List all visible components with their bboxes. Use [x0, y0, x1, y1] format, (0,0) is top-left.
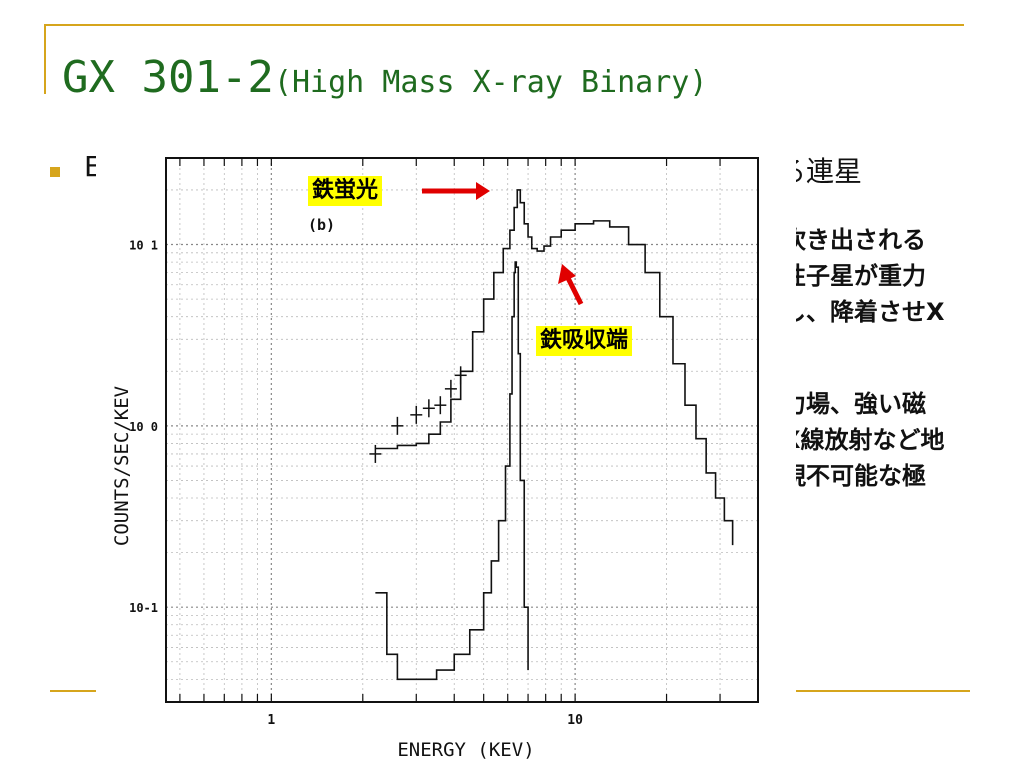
fe-fluorescence-arrow — [422, 182, 490, 200]
panel-label: (b) — [308, 216, 335, 234]
spectrum-plot-image: 1 10 10 1 10 0 10-1 (b) COUNTS/SEC/KEV ENERG… — [96, 146, 796, 768]
data-point — [391, 416, 404, 435]
side-text-line-7: 現不可能な極 — [782, 462, 926, 490]
y-axis-label: COUNTS/SEC/KEV — [111, 386, 133, 546]
side-text-line-2: 性子星が重力 — [782, 262, 926, 290]
data-point — [410, 405, 423, 424]
side-text-line-5: 力場、強い磁 — [782, 390, 926, 418]
series-iron_line_component — [375, 261, 529, 681]
x-tick-label: 1 — [267, 713, 275, 728]
y-tick-label: 10 1 — [129, 239, 158, 253]
y-tick-label: 10-1 — [129, 601, 158, 615]
data-point — [444, 379, 457, 398]
data-point — [422, 399, 435, 418]
page-title: GX 301-2(High Mass X-ray Binary) — [62, 48, 707, 113]
fe-edge-arrow — [558, 264, 584, 306]
data-point — [454, 366, 467, 385]
series-model_total — [375, 189, 734, 546]
title-left-rule — [44, 24, 46, 94]
y-tick-label: 10 0 — [129, 420, 158, 434]
title-paren: (High Mass X-ray Binary) — [273, 65, 708, 100]
side-text-line-1: 吹き出される — [782, 226, 926, 254]
title-main: GX 301-2 — [62, 52, 274, 103]
side-text-line-3: し、降着させX — [782, 298, 945, 326]
title-top-rule — [44, 24, 964, 26]
spectrum-chart: 1 10 10 1 10 0 10-1 (b) COUNTS/SEC/KEV ENERG… — [111, 157, 759, 761]
fe-absorption-edge-label: 鉄吸収端 — [536, 326, 633, 356]
plot-frame — [165, 157, 759, 703]
x-tick-label: 10 — [567, 713, 583, 728]
footer-rule-right — [790, 690, 970, 692]
bullet-marker — [50, 167, 60, 177]
side-text-line-6: X線放射など地 — [782, 426, 945, 454]
fe-fluorescence-label: 鉄蛍光 — [308, 176, 383, 206]
data-point — [434, 396, 447, 415]
footer-rule-left — [50, 690, 110, 692]
x-axis-label: ENERGY (KEV) — [397, 739, 534, 761]
data-point — [369, 444, 382, 463]
